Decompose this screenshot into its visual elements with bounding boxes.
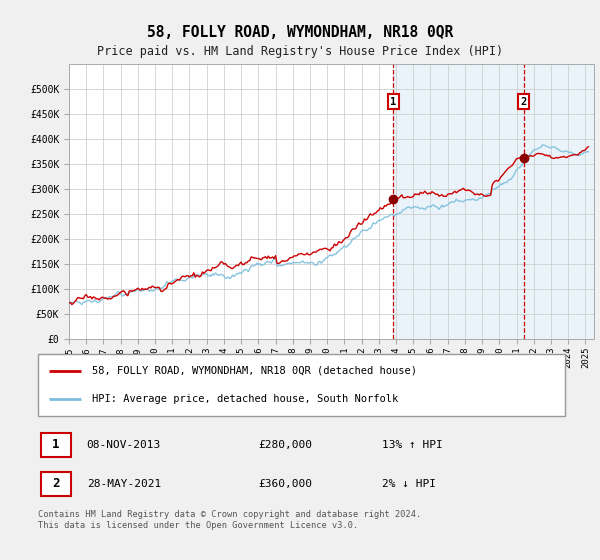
Text: 2: 2 bbox=[52, 478, 59, 491]
FancyBboxPatch shape bbox=[38, 354, 565, 416]
FancyBboxPatch shape bbox=[41, 433, 71, 456]
Text: 58, FOLLY ROAD, WYMONDHAM, NR18 0QR (detached house): 58, FOLLY ROAD, WYMONDHAM, NR18 0QR (det… bbox=[92, 366, 417, 376]
Text: 2% ↓ HPI: 2% ↓ HPI bbox=[382, 479, 436, 489]
Text: 2: 2 bbox=[521, 97, 527, 107]
Text: 08-NOV-2013: 08-NOV-2013 bbox=[87, 440, 161, 450]
Text: HPI: Average price, detached house, South Norfolk: HPI: Average price, detached house, Sout… bbox=[92, 394, 398, 404]
Text: £360,000: £360,000 bbox=[259, 479, 313, 489]
Text: 1: 1 bbox=[52, 438, 59, 451]
Text: 58, FOLLY ROAD, WYMONDHAM, NR18 0QR: 58, FOLLY ROAD, WYMONDHAM, NR18 0QR bbox=[147, 25, 453, 40]
Text: Contains HM Land Registry data © Crown copyright and database right 2024.
This d: Contains HM Land Registry data © Crown c… bbox=[38, 510, 422, 530]
Text: Price paid vs. HM Land Registry's House Price Index (HPI): Price paid vs. HM Land Registry's House … bbox=[97, 45, 503, 58]
Text: £280,000: £280,000 bbox=[259, 440, 313, 450]
Text: 13% ↑ HPI: 13% ↑ HPI bbox=[382, 440, 443, 450]
Bar bbox=[394, 64, 594, 339]
Text: 28-MAY-2021: 28-MAY-2021 bbox=[87, 479, 161, 489]
Text: 1: 1 bbox=[391, 97, 397, 107]
FancyBboxPatch shape bbox=[41, 472, 71, 496]
